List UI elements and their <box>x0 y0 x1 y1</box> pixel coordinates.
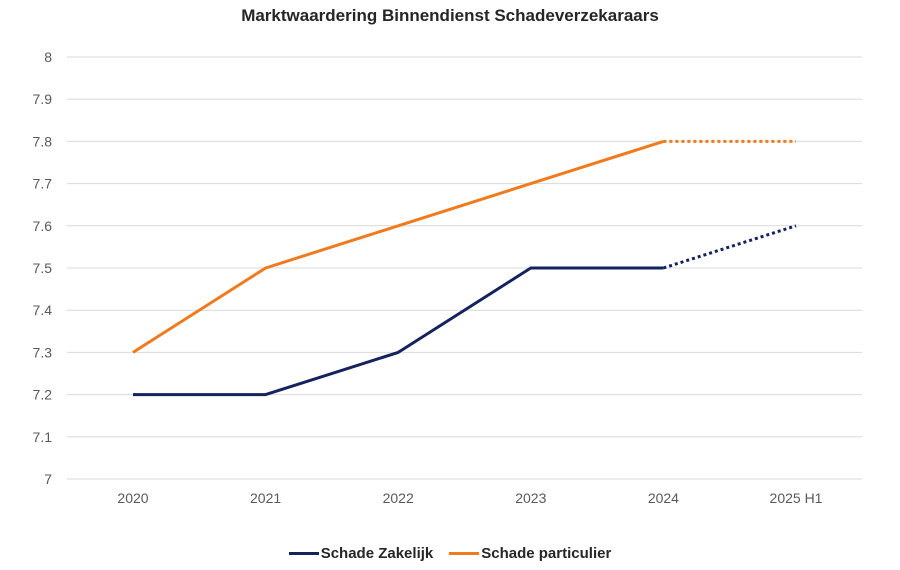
series-dotted-segment-0 <box>662 224 797 270</box>
legend-swatch <box>288 552 319 555</box>
x-tick-label: 2025 H1 <box>770 490 823 506</box>
legend-label: Schade particulier <box>481 545 612 562</box>
series-line-1 <box>132 139 664 354</box>
series-line-0 <box>133 266 664 397</box>
y-tick-label: 7.5 <box>33 260 53 276</box>
x-tick-label: 2024 <box>648 490 679 506</box>
y-tick-label: 7.2 <box>33 387 53 403</box>
x-tick-label: 2023 <box>515 490 546 506</box>
x-tick-label: 2021 <box>250 490 281 506</box>
chart-title: Marktwaardering Binnendienst Schadeverze… <box>241 6 659 25</box>
x-tick-label: 2020 <box>117 490 148 506</box>
legend-item-zakelijk: Schade Zakelijk <box>288 545 434 562</box>
legend-item-particulier: Schade particulier <box>449 545 611 562</box>
y-tick-label: 8 <box>44 49 52 65</box>
legend-swatch <box>449 552 480 555</box>
y-tick-label: 7.7 <box>33 176 53 192</box>
legend-label: Schade Zakelijk <box>320 545 434 562</box>
y-tick-label: 7.1 <box>33 429 53 445</box>
y-tick-label: 7 <box>44 471 52 487</box>
y-tick-label: 7.4 <box>33 302 53 318</box>
x-tick-label: 2022 <box>383 490 414 506</box>
y-tick-label: 7.8 <box>33 133 53 149</box>
y-tick-label: 7.3 <box>33 344 53 360</box>
y-tick-label: 7.9 <box>33 91 53 107</box>
legend: Schade Zakelijk Schade particulier <box>0 545 900 562</box>
y-tick-label: 7.6 <box>33 218 53 234</box>
